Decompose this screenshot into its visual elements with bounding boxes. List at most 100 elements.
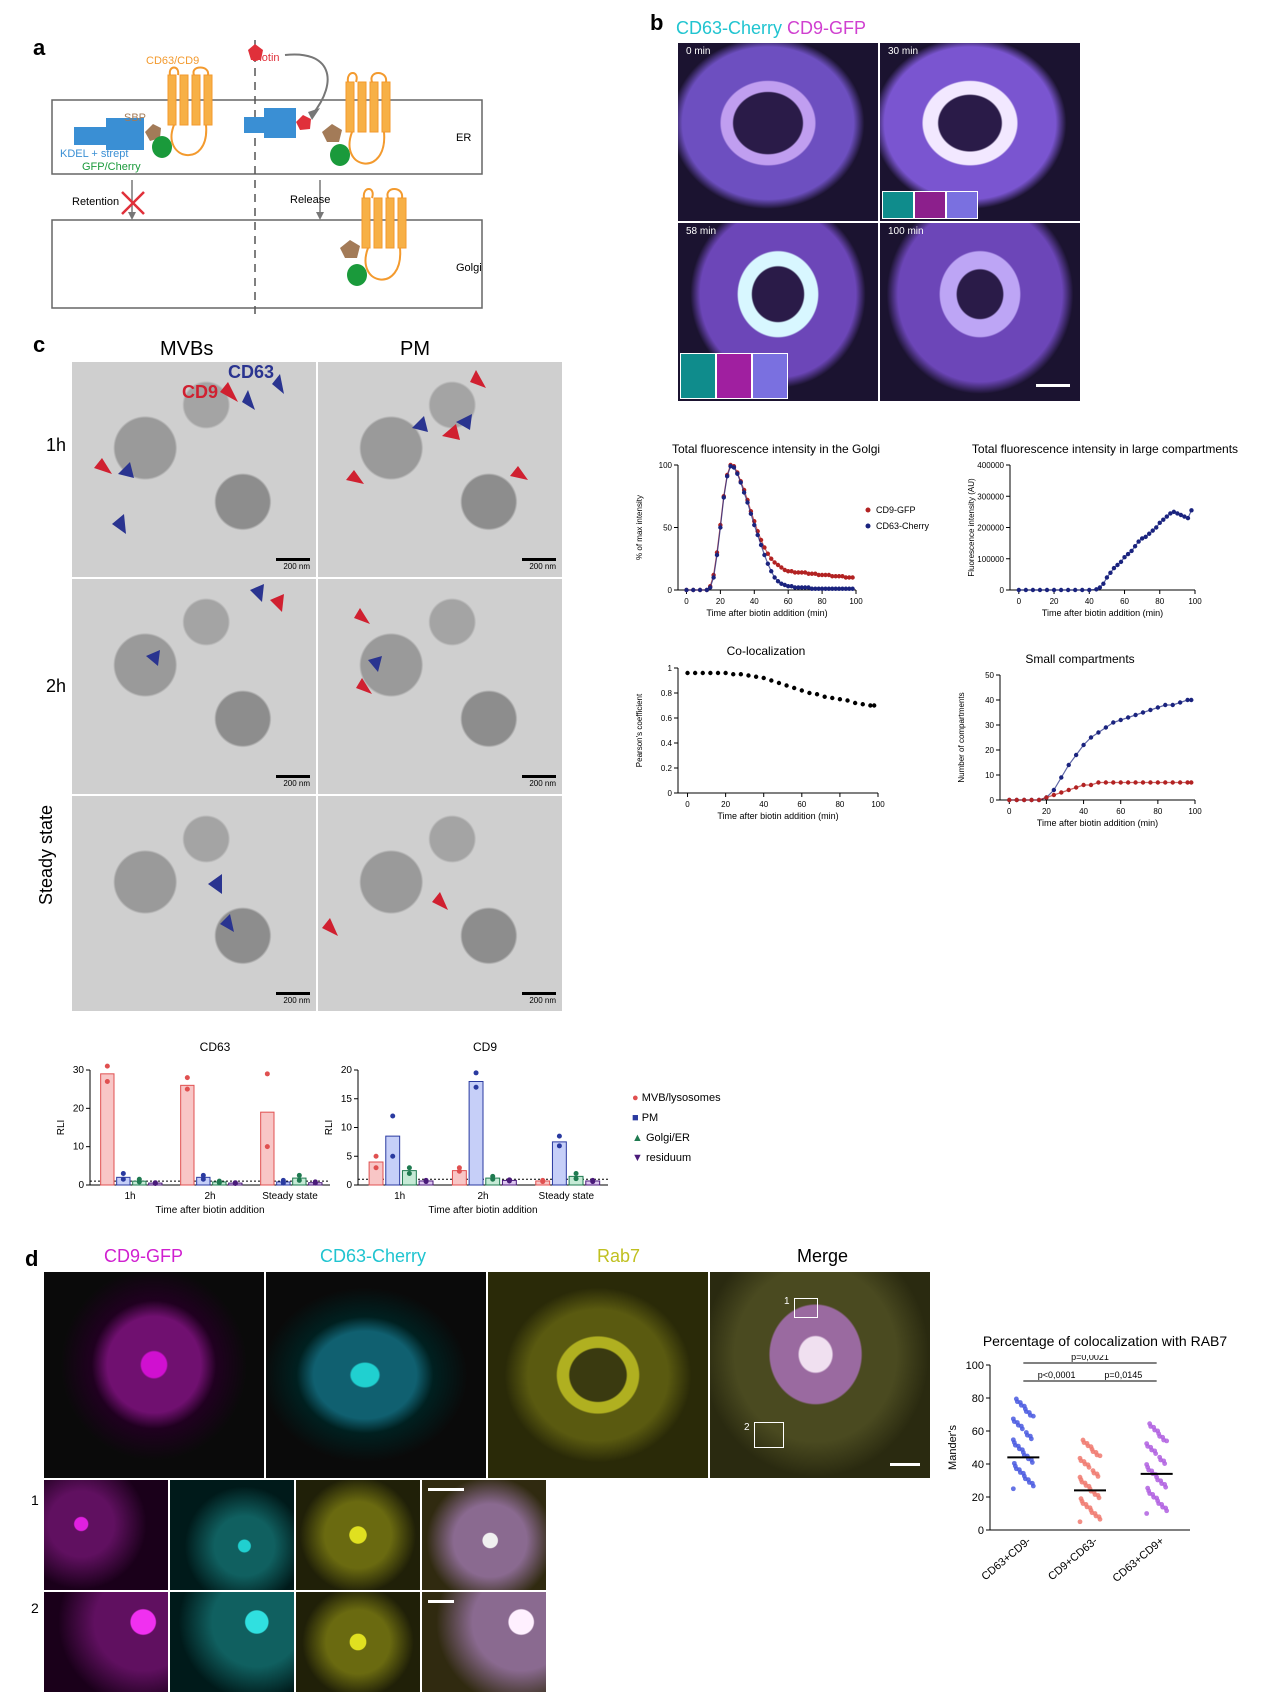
data-point [1163,780,1168,785]
data-point [1159,1502,1165,1507]
data-point [850,586,855,591]
data-point [1149,1468,1155,1474]
roi-1-label: 1 [784,1296,790,1307]
data-point [772,560,777,565]
x-tick-label: 0 [684,597,689,606]
data-point [823,572,828,578]
data-point [1160,1434,1166,1440]
data-point [836,574,842,579]
chart-small-compartments: 0 20 40 60 80 100 0 10 20 30 40 50 Time after biotin… [957,671,1202,828]
timelapse-frame-0: 0 min [678,43,878,221]
inset-merge [752,353,788,399]
y-tick-label: 20 [972,1492,984,1504]
inset-cyan [882,191,914,219]
data-point [799,688,805,693]
bar-point [120,1176,126,1182]
data-point [1017,1400,1023,1405]
scale-bar [428,1600,454,1603]
data-point [1078,1496,1084,1502]
data-point [1139,536,1145,541]
data-point [752,522,757,528]
x-tick-label: Steady state [262,1191,318,1202]
data-point [685,670,690,676]
data-point [1025,1477,1031,1483]
y-tick-label: 0 [668,586,673,595]
y-tick-label: 5 [346,1151,352,1162]
data-point [738,480,743,485]
label-gfp-cherry: GFP/Cherry [82,161,141,173]
data-point [1007,797,1012,803]
label-cd9-em: CD9 [182,382,219,402]
y-tick-label: 50 [985,671,994,680]
y-axis-label: % of max intensity [636,495,644,560]
data-point [741,490,747,495]
data-point [1030,587,1036,593]
bar-point [373,1165,379,1171]
data-point [1018,1423,1024,1429]
label-sbp: SBP [124,112,147,124]
data-point [1077,1519,1083,1525]
bar [368,1161,384,1186]
x-tick-label: 60 [1120,597,1129,606]
em-image-mvb-steady: 200 nm [72,796,316,1011]
data-point [1145,1485,1151,1491]
data-point [1088,735,1094,740]
data-point [1170,780,1175,785]
data-point [1133,712,1138,718]
scale-label: 200 nm [529,562,556,571]
bar-point [184,1086,190,1092]
data-point [762,545,767,550]
y-tick-label: 20 [341,1065,353,1076]
data-point [1077,1474,1083,1480]
significance-label: p<0,0001 [1038,1370,1076,1380]
bar-point [264,1071,270,1077]
data-point [1085,1462,1091,1468]
data-point [1182,514,1187,519]
tetraspanin-right-golgi [361,188,407,281]
roi-2-label: 2 [744,1422,750,1433]
zoom-row-label-1: 1 [31,1492,39,1508]
data-point [813,586,818,591]
y-tick-label: 0.6 [661,714,673,723]
data-point [755,532,760,538]
data-point [1028,1457,1034,1463]
data-point [1111,780,1116,785]
panel-letter-c: c [33,332,46,357]
legend-mvb: ● MVB/lysosomes [632,1092,721,1104]
data-point [723,670,728,676]
bar-point [423,1179,429,1185]
sbp-tag-right [322,124,342,142]
cross-icon [121,191,145,215]
data-point [721,495,726,500]
data-point [1090,1468,1096,1473]
y-tick-label: 0.8 [661,689,673,698]
x-tick-label: 2h [477,1191,488,1202]
schematic-diagram [51,40,483,320]
tetraspanin-left [167,66,213,156]
panel-letter-d: d [25,1246,39,1271]
data-point [782,582,787,588]
data-point [1157,520,1162,526]
row-label-2h: 2h [46,676,67,696]
data-point [1125,551,1131,557]
data-point [775,579,781,584]
data-point [1087,1505,1093,1511]
bar-point [540,1179,546,1185]
data-point [1111,565,1117,571]
data-point [1185,697,1190,703]
data-point [776,680,782,686]
legend-marker [865,523,871,529]
x-tick-label: 80 [835,800,844,809]
significance-label: p=0,0021 [1071,1355,1109,1362]
data-point [1118,559,1124,565]
data-point [868,703,873,708]
data-point [830,695,835,701]
data-point [746,673,751,678]
bar-point [296,1172,302,1178]
biotin-arrow [284,53,329,116]
panel-b-title: CD63-Cherry CD9-GFP [676,18,866,39]
data-point [1118,780,1123,785]
significance-label: p=0,0145 [1104,1370,1142,1380]
data-point [1027,1433,1033,1439]
